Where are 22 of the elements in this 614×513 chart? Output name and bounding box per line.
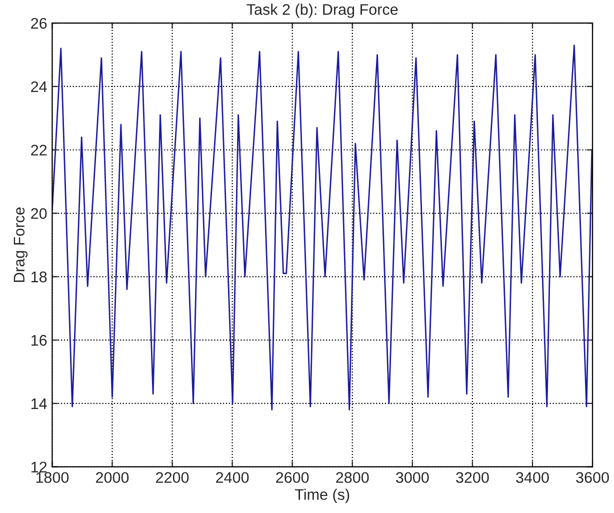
- y-tick-label: 20: [31, 208, 47, 219]
- x-tick-label: 2800: [336, 472, 369, 483]
- x-axis-title: Time (s): [294, 488, 350, 503]
- x-tick-label: 3400: [516, 472, 549, 483]
- y-tick-label: 26: [31, 18, 47, 29]
- line-series: [52, 44, 593, 410]
- y-tick-label: 22: [31, 144, 47, 156]
- y-tick-label: 12: [32, 462, 47, 472]
- x-tick-label: 3600: [576, 472, 609, 483]
- chart-title: Task 2 (b): Drag Force: [246, 4, 398, 18]
- x-tick-label: 2000: [96, 472, 129, 483]
- x-tick-label: 3200: [456, 472, 489, 483]
- y-axis-title: Drag Force: [14, 207, 28, 282]
- y-tick-label: 24: [31, 81, 47, 92]
- x-tick-label: 2200: [156, 472, 189, 483]
- y-tick-label: 18: [32, 272, 47, 282]
- y-tick-label: 16: [32, 334, 47, 346]
- y-tick-label: 14: [32, 398, 47, 409]
- x-tick-label: 1800: [36, 472, 69, 483]
- x-tick-label: 2600: [276, 472, 309, 483]
- x-tick-label: 3000: [396, 472, 429, 483]
- x-tick-label: 2400: [216, 472, 249, 483]
